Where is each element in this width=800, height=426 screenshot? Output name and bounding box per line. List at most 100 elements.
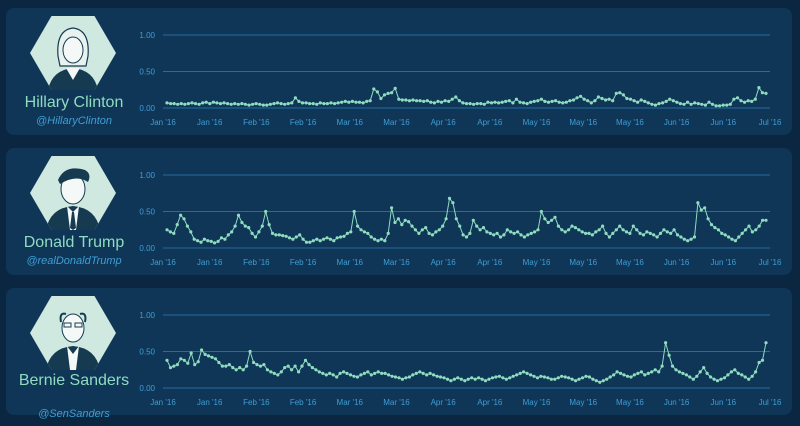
data-point <box>201 101 205 105</box>
data-point <box>345 231 349 235</box>
data-point <box>516 230 520 234</box>
data-point <box>258 364 263 368</box>
data-point <box>504 99 508 103</box>
data-point <box>361 101 365 105</box>
data-point <box>598 380 602 384</box>
data-point <box>757 360 761 365</box>
data-point <box>539 97 544 101</box>
data-point <box>349 230 353 234</box>
data-point <box>536 99 540 103</box>
data-point <box>463 379 467 383</box>
data-point <box>543 217 547 221</box>
data-point <box>311 239 315 243</box>
data-point <box>653 368 657 372</box>
data-point <box>411 373 415 377</box>
data-point <box>437 228 441 232</box>
y-tick-label: 0.50 <box>139 68 155 77</box>
data-point <box>352 374 356 378</box>
data-point <box>746 99 750 103</box>
x-tick-label: Mar '16 <box>383 398 410 407</box>
x-tick-label: May '16 <box>616 398 644 407</box>
data-point <box>696 201 700 205</box>
data-point <box>204 100 208 104</box>
data-point <box>404 98 408 102</box>
data-point <box>726 373 730 377</box>
data-point <box>466 377 470 381</box>
data-point <box>604 231 608 235</box>
x-tick-label: Jan '16 <box>150 118 176 127</box>
data-point <box>199 240 203 244</box>
data-point <box>359 373 363 377</box>
data-point <box>518 371 522 375</box>
data-point <box>525 102 529 106</box>
data-point <box>329 101 333 105</box>
data-point <box>209 239 213 243</box>
data-point <box>619 371 623 375</box>
data-point <box>410 224 414 228</box>
data-point <box>175 223 179 227</box>
data-point <box>487 377 491 381</box>
data-point <box>622 373 626 377</box>
data-point <box>511 101 515 105</box>
data-point <box>336 101 340 105</box>
data-point <box>584 374 588 378</box>
data-point <box>542 375 547 379</box>
hillary-clinton-portrait-icon <box>30 16 116 90</box>
data-point <box>636 100 640 104</box>
data-point <box>594 230 598 234</box>
data-point <box>612 373 616 377</box>
data-point <box>505 228 509 232</box>
twitter-handle-link[interactable]: @realDonaldTrump <box>26 255 122 267</box>
data-point <box>743 375 747 379</box>
data-point <box>265 368 269 372</box>
data-point <box>719 377 723 381</box>
x-tick-label: Feb '16 <box>290 118 317 127</box>
data-point <box>396 217 400 221</box>
data-point <box>730 237 734 241</box>
data-point <box>645 230 649 234</box>
data-point <box>533 230 537 234</box>
data-point <box>737 235 741 239</box>
data-point <box>192 237 196 241</box>
data-point <box>639 98 643 102</box>
data-point <box>332 239 336 243</box>
x-tick-label: May '16 <box>523 118 551 127</box>
data-point <box>417 231 421 235</box>
data-point <box>521 101 526 105</box>
data-point <box>182 217 186 221</box>
data-point <box>279 102 283 106</box>
x-tick-label: May '16 <box>569 258 597 267</box>
data-point <box>675 100 679 104</box>
data-point <box>641 233 646 237</box>
x-tick-label: Feb '16 <box>290 258 317 267</box>
data-point <box>549 377 553 381</box>
twitter-handle-link[interactable]: @HillaryClinton <box>36 115 112 127</box>
twitter-handle-link[interactable]: @SenSanders <box>38 408 110 420</box>
data-point <box>568 99 572 103</box>
data-point <box>445 377 450 381</box>
data-point <box>193 363 197 367</box>
data-point <box>415 99 419 103</box>
data-point <box>735 96 740 100</box>
data-point <box>670 364 675 368</box>
data-point <box>723 233 727 237</box>
data-point <box>710 102 715 106</box>
data-point <box>560 374 564 378</box>
data-point <box>318 101 322 105</box>
data-point <box>732 97 736 101</box>
data-point <box>664 341 668 345</box>
data-point <box>574 379 578 383</box>
data-point <box>543 99 547 103</box>
data-point <box>493 100 497 104</box>
data-point <box>722 376 727 380</box>
x-tick-label: Jun '16 <box>664 398 690 407</box>
data-point <box>615 370 619 374</box>
data-point <box>504 377 508 381</box>
data-point <box>529 100 533 104</box>
data-point <box>529 231 533 235</box>
data-point <box>662 228 666 232</box>
data-point <box>557 100 561 104</box>
x-tick-label: Jun '16 <box>664 258 690 267</box>
data-point <box>342 234 346 238</box>
data-point <box>376 239 380 243</box>
